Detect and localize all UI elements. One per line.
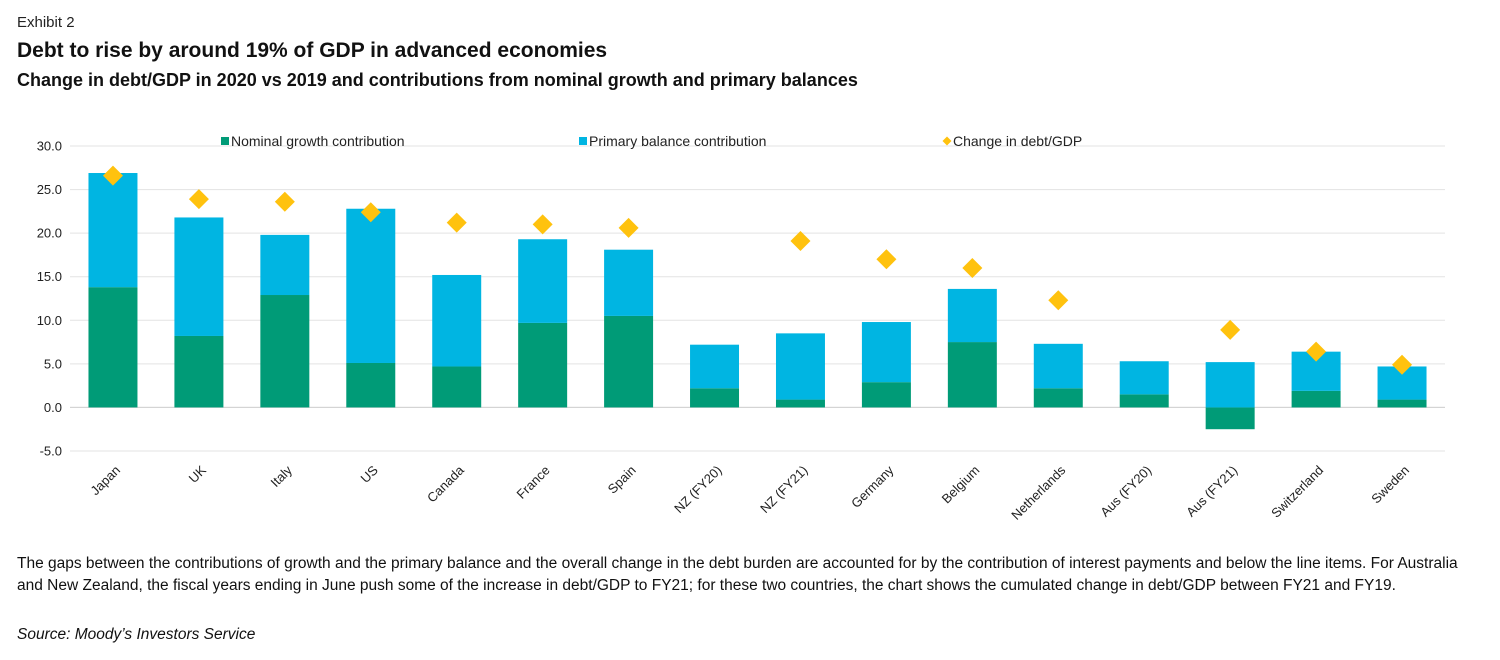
bar-nominal-growth: [432, 366, 482, 408]
bar-nominal-growth: [1377, 399, 1427, 408]
bar-primary-balance: [346, 208, 396, 363]
x-tick-label: Sweden: [1368, 463, 1412, 507]
exhibit-label: Exhibit 2: [17, 14, 75, 31]
x-tick-label: Netherlands: [1008, 462, 1069, 523]
marker-change-debt-gdp: [274, 191, 295, 212]
y-tick-label: -5.0: [40, 444, 62, 459]
marker-change-debt-gdp: [1220, 319, 1241, 340]
stacked-bar-chart: 30.0 25.0 20.0 15.0 10.0 5.0 0.0 -5.0 Japan UK Ita…: [37, 133, 1445, 523]
bar-primary-balance: [775, 333, 825, 400]
x-tick-label: Canada: [424, 462, 467, 505]
legend-nominal-growth-swatch: [221, 137, 229, 145]
chart-subtitle: Change in debt/GDP in 2020 vs 2019 and c…: [17, 70, 858, 90]
marker-change-debt-gdp: [876, 249, 897, 270]
legend-change-debt-gdp-swatch: [942, 136, 952, 146]
chart-title: Debt to rise by around 19% of GDP in adv…: [17, 39, 608, 62]
x-tick-label: Italy: [267, 462, 295, 490]
x-tick-label: US: [358, 462, 382, 486]
bar-nominal-growth: [346, 362, 396, 408]
x-tick-label: Germany: [848, 462, 897, 511]
bar-nominal-growth: [260, 295, 310, 408]
bar-nominal-growth: [1119, 394, 1169, 408]
bar-nominal-growth: [88, 287, 138, 408]
y-tick-label: 15.0: [37, 269, 62, 284]
marker-change-debt-gdp: [790, 230, 811, 251]
y-tick-label: 10.0: [37, 313, 62, 328]
bar-primary-balance: [518, 239, 568, 323]
x-tick-label: Japan: [87, 463, 123, 499]
bar-primary-balance: [1033, 343, 1083, 389]
x-tick-label: NZ (FY21): [757, 463, 811, 517]
bar-nominal-growth: [1205, 407, 1255, 430]
legend-primary-balance-label: Primary balance contribution: [589, 133, 766, 149]
legend-primary-balance-swatch: [579, 137, 587, 145]
bar-nominal-growth: [775, 399, 825, 408]
bar-nominal-growth: [174, 335, 224, 408]
bar-nominal-growth: [1033, 388, 1083, 408]
x-tick-label: Switzerland: [1268, 463, 1326, 521]
y-tick-label: 5.0: [44, 356, 62, 371]
marker-change-debt-gdp: [1306, 341, 1327, 362]
bar-nominal-growth: [861, 382, 911, 408]
bar-primary-balance: [947, 288, 997, 343]
marker-change-debt-gdp: [1392, 354, 1413, 375]
bar-nominal-growth: [518, 322, 568, 408]
marker-change-debt-gdp: [102, 165, 123, 186]
legend-nominal-growth-label: Nominal growth contribution: [231, 133, 405, 149]
y-tick-label: 25.0: [37, 182, 62, 197]
y-tick-label: 30.0: [37, 139, 62, 154]
source-note: Source: Moody’s Investors Service: [17, 626, 256, 643]
y-tick-label: 0.0: [44, 400, 62, 415]
bar-nominal-growth: [1291, 390, 1341, 408]
bar-primary-balance: [861, 322, 911, 383]
y-tick-label: 20.0: [37, 226, 62, 241]
legend-change-debt-gdp-label: Change in debt/GDP: [953, 133, 1082, 149]
x-tick-label: France: [514, 463, 553, 502]
marker-change-debt-gdp: [446, 212, 467, 233]
marker-change-debt-gdp: [532, 214, 553, 235]
x-tick-label: Belgium: [939, 463, 983, 507]
bar-primary-balance: [174, 217, 224, 336]
marker-change-debt-gdp: [188, 189, 209, 210]
bar-nominal-growth: [690, 388, 740, 408]
bar-nominal-growth: [604, 315, 654, 408]
x-tick-label: NZ (FY20): [671, 463, 725, 517]
footnote: The gaps between the contributions of gr…: [17, 555, 1458, 594]
bar-nominal-growth: [947, 342, 997, 408]
marker-change-debt-gdp: [1048, 290, 1069, 311]
bar-primary-balance: [1205, 362, 1255, 408]
bar-primary-balance: [1119, 361, 1169, 395]
bar-primary-balance: [690, 344, 740, 389]
bar-primary-balance: [432, 274, 482, 367]
bar-primary-balance: [604, 249, 654, 316]
bar-primary-balance: [260, 234, 310, 296]
x-tick-label: UK: [186, 462, 210, 486]
x-tick-label: Spain: [605, 463, 639, 497]
x-tick-label: Aus (FY20): [1097, 463, 1154, 520]
marker-change-debt-gdp: [962, 258, 983, 278]
marker-change-debt-gdp: [618, 217, 639, 238]
x-tick-label: Aus (FY21): [1183, 463, 1240, 520]
marker-change-debt-gdp: [360, 202, 381, 223]
bar-primary-balance: [88, 173, 138, 288]
